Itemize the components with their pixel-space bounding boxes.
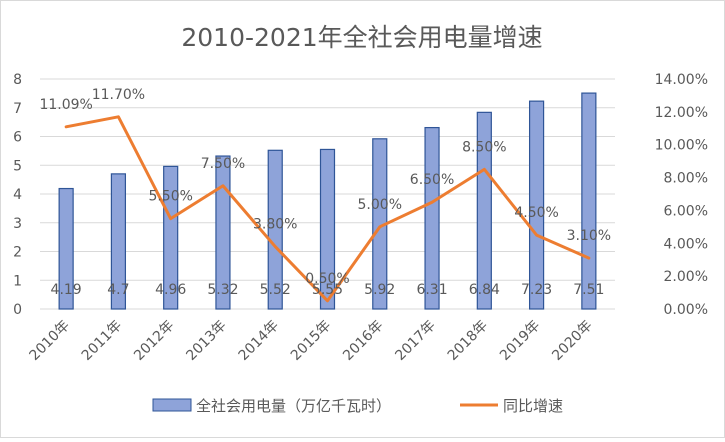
left-axis-tick-label: 3 [13,216,22,232]
right-axis-tick-label: 12.00% [655,105,708,121]
right-axis-tick-label: 2.00% [664,269,708,285]
bar-data-label: 7.23 [521,282,552,298]
left-axis-tick-label: 2 [13,245,22,261]
bar-data-label: 4.7 [107,282,129,298]
legend-line-label: 同比增速 [503,397,563,415]
right-axis-tick-label: 6.00% [664,203,708,219]
legend-bar-label: 全社会用电量（万亿千瓦时） [196,397,391,415]
left-axis-tick-label: 6 [13,130,22,146]
bar [582,93,596,309]
line-data-label: 11.09% [39,97,92,113]
bar-data-label: 7.51 [573,282,604,298]
bar-data-label: 5.32 [207,282,238,298]
bar-data-label: 4.96 [155,282,186,298]
right-axis-tick-label: 14.00% [655,72,708,88]
bar-data-label: 5.52 [260,282,291,298]
left-axis-tick-label: 7 [13,101,22,117]
line-data-label: 5.50% [148,189,192,205]
left-axis-tick-label: 0 [13,302,22,318]
line-data-label: 0.50% [305,271,349,287]
left-axis-tick-label: 4 [13,187,22,203]
bar-data-label: 4.19 [51,282,82,298]
right-axis-tick-label: 0.00% [664,302,708,318]
left-axis-tick-label: 1 [13,273,22,289]
bar-data-label: 6.84 [469,282,500,298]
line-data-label: 6.50% [410,172,454,188]
bar-data-label: 5.92 [364,282,395,298]
line-data-label: 8.50% [462,139,506,155]
left-axis-tick-label: 5 [13,158,22,174]
right-axis-tick-label: 10.00% [655,138,708,154]
left-axis-tick-label: 8 [13,72,22,88]
chart-title: 2010-2021年全社会用电量增速 [181,23,542,52]
right-axis-tick-label: 4.00% [664,236,708,252]
line-data-label: 4.50% [514,205,558,221]
bar-data-label: 6.31 [416,282,447,298]
legend-bar-swatch [153,399,191,411]
line-data-label: 3.80% [253,217,297,233]
line-data-label: 11.70% [92,87,145,103]
line-data-label: 3.10% [567,228,611,244]
line-data-label: 7.50% [201,156,245,172]
line-data-label: 5.00% [358,197,402,213]
right-axis-tick-label: 8.00% [664,171,708,187]
